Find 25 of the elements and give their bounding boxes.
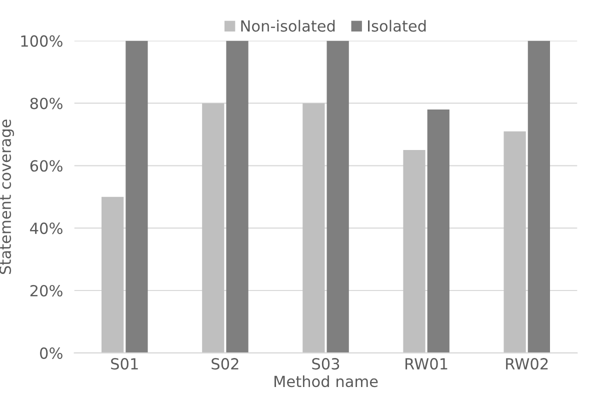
bar xyxy=(202,103,224,353)
y-tick-label: 40% xyxy=(30,222,62,234)
bar xyxy=(528,40,550,353)
x-tick-label: S02 xyxy=(212,358,238,370)
bar xyxy=(427,109,450,353)
x-tick-label: S03 xyxy=(312,358,340,370)
bar xyxy=(326,40,349,353)
x-tick-label: S01 xyxy=(111,358,138,370)
x-tick-label: RW01 xyxy=(406,358,448,370)
bar xyxy=(126,40,148,353)
bar xyxy=(403,150,426,353)
y-tick-label: 80% xyxy=(30,98,62,110)
y-tick-label: 100% xyxy=(21,35,62,47)
y-axis-title: Statement coverage xyxy=(0,120,14,274)
bar xyxy=(102,196,124,353)
bar xyxy=(302,103,325,353)
x-tick-label: RW02 xyxy=(506,358,548,370)
y-tick-label: 0% xyxy=(40,347,62,359)
bar xyxy=(504,131,526,353)
y-tick-label: 20% xyxy=(30,284,62,297)
legend-label: Non-isolated xyxy=(241,20,335,32)
y-tick-label: 60% xyxy=(30,160,62,172)
x-axis-title: Method name xyxy=(274,375,378,388)
legend-label: Isolated xyxy=(368,20,426,32)
bar xyxy=(226,40,248,353)
